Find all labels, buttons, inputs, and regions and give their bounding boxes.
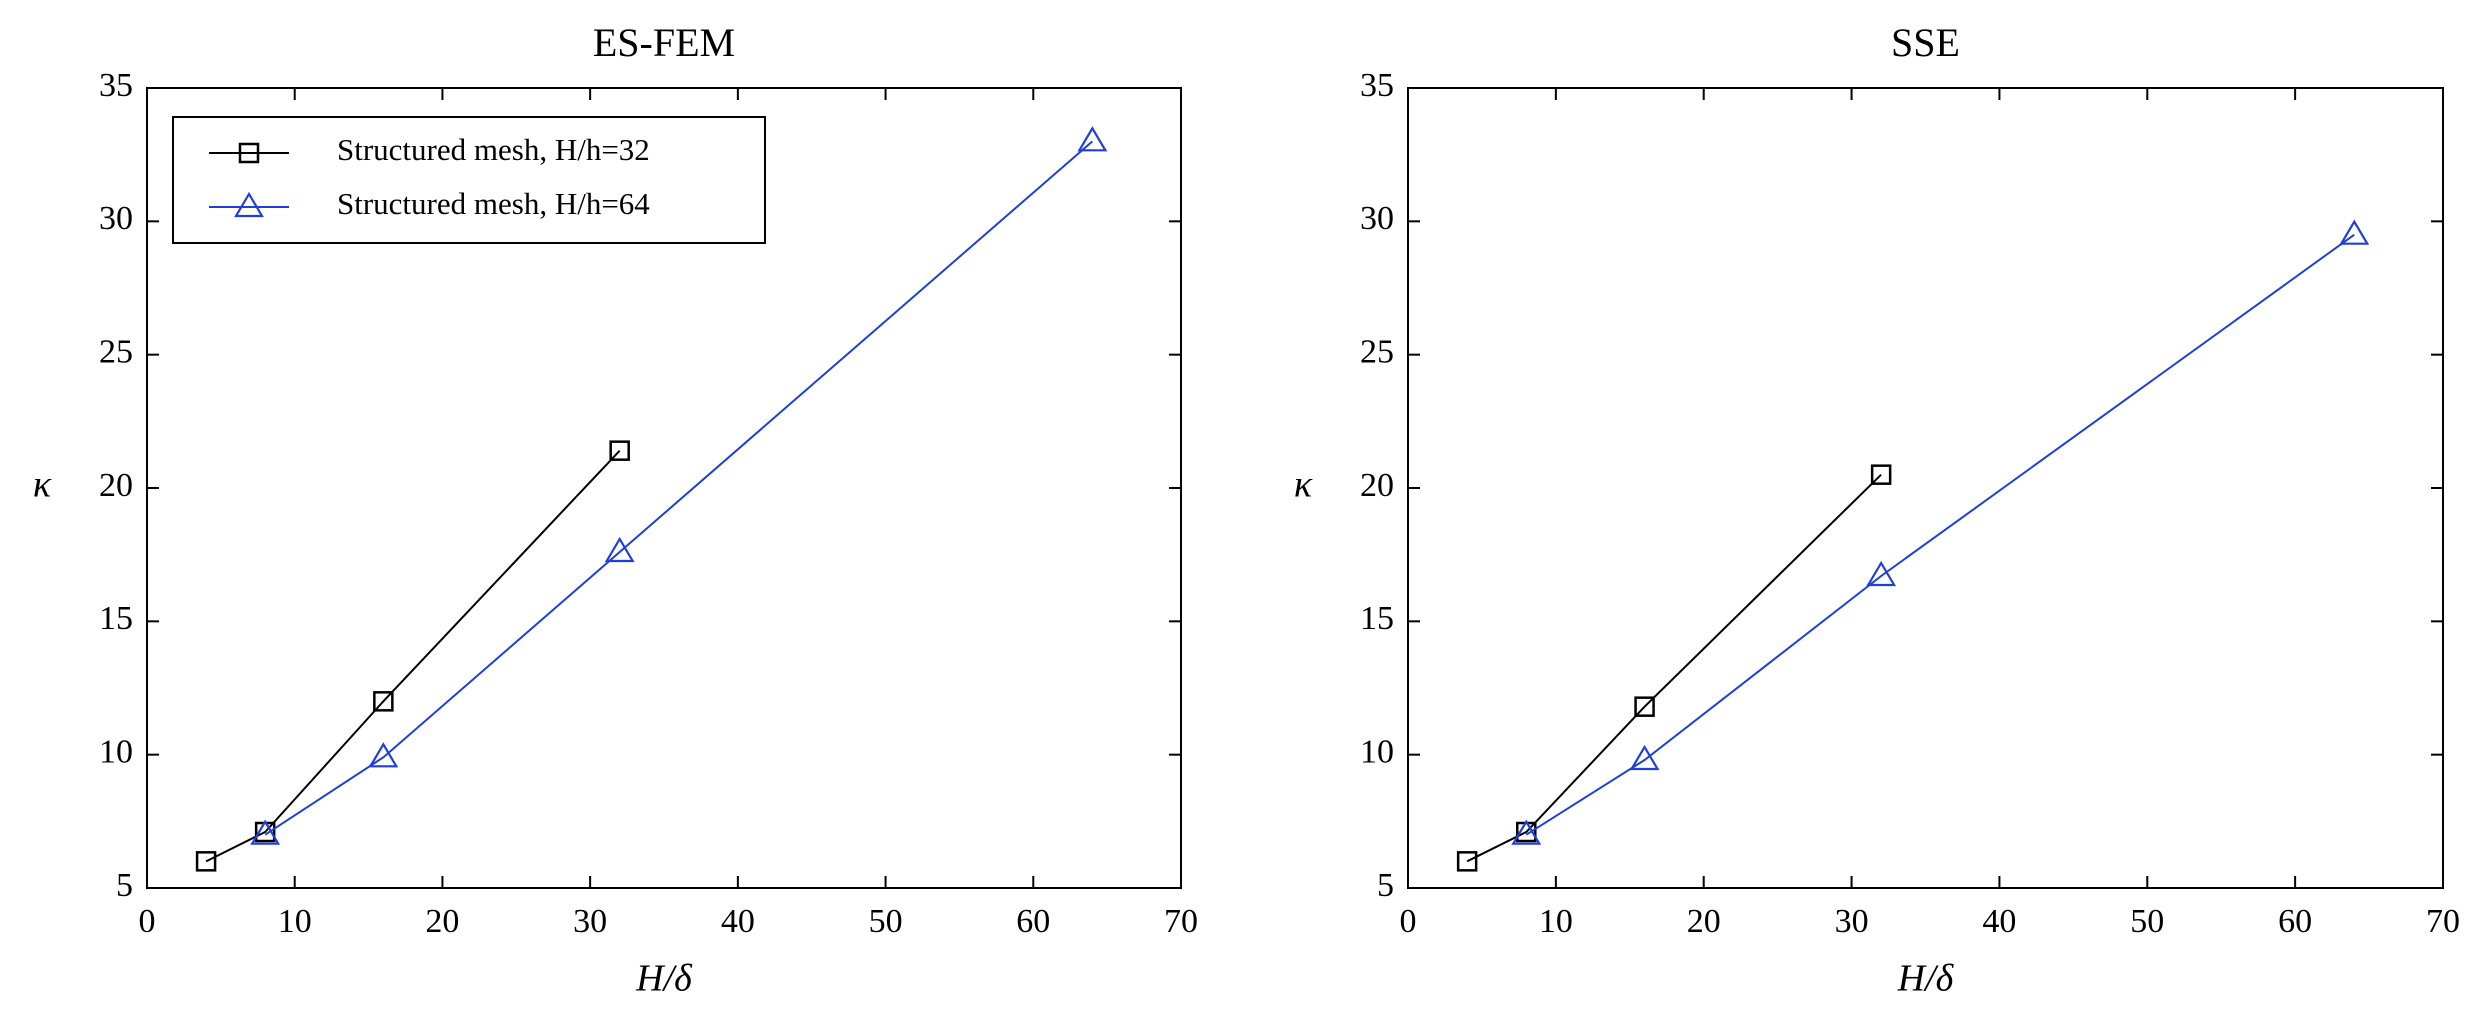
legend-box: [172, 116, 766, 244]
y-tick-label: 30: [99, 200, 133, 237]
y-tick-label: 10: [1360, 733, 1394, 770]
y-tick-label: 30: [1360, 200, 1394, 237]
y-tick-label: 20: [1360, 467, 1394, 504]
x-tick-label: 30: [1835, 903, 1869, 940]
marker: [1634, 696, 1655, 717]
legend: Structured mesh, H/h=32 Structured mesh, …: [172, 116, 766, 244]
y-tick-label: 35: [1360, 67, 1394, 104]
marker: [368, 742, 399, 768]
marker: [1511, 819, 1542, 845]
marker: [1456, 851, 1478, 872]
x-axis-label: H/δ: [1897, 958, 1955, 1000]
y-tick-label: 5: [116, 867, 133, 904]
y-tick-label: 15: [1360, 600, 1394, 637]
x-tick-label: 0: [1400, 903, 1417, 940]
x-tick-label: 0: [139, 903, 156, 940]
y-tick-label: 5: [1377, 867, 1394, 904]
marker: [1077, 126, 1108, 152]
marker: [373, 691, 394, 712]
marker: [195, 851, 217, 872]
marker: [2339, 219, 2370, 245]
series-line: [205, 449, 621, 863]
series-line: [264, 140, 1094, 836]
y-axis-label: κ: [33, 464, 52, 506]
chart-title: ES-FEM: [593, 20, 735, 65]
chart-title: SSE: [1891, 20, 1960, 65]
series-line: [1525, 233, 2355, 836]
legend-marker: [238, 142, 260, 164]
x-tick-label: 70: [2426, 903, 2460, 940]
axes-box: [1407, 87, 2444, 889]
y-tick-label: 35: [99, 67, 133, 104]
marker: [604, 536, 635, 563]
y-tick-label: 20: [99, 467, 133, 504]
x-tick-label: 60: [1016, 903, 1050, 940]
marker: [609, 440, 630, 461]
x-tick-label: 20: [1687, 903, 1721, 940]
x-tick-label: 20: [425, 903, 459, 940]
y-axis-label: κ: [1294, 464, 1313, 506]
x-axis-label: H/δ: [635, 958, 693, 1000]
x-tick-label: 70: [1164, 903, 1198, 940]
x-tick-label: 40: [721, 903, 755, 940]
y-tick-label: 10: [99, 733, 133, 770]
x-tick-label: 30: [573, 903, 607, 940]
marker: [1870, 464, 1892, 485]
legend-marker: [234, 191, 264, 218]
x-tick-label: 10: [278, 903, 312, 940]
x-tick-label: 50: [2130, 903, 2164, 940]
y-tick-label: 25: [1360, 333, 1394, 370]
x-tick-label: 40: [1982, 903, 2016, 940]
series-line: [1466, 473, 1882, 863]
x-tick-label: 50: [869, 903, 903, 940]
marker: [1866, 560, 1897, 587]
x-tick-label: 60: [2278, 903, 2312, 940]
marker: [1629, 744, 1660, 771]
legend-label: Structured mesh, H/h=64: [337, 186, 650, 221]
y-tick-label: 15: [99, 600, 133, 637]
y-tick-label: 25: [99, 333, 133, 370]
marker: [250, 819, 281, 845]
legend-label: Structured mesh, H/h=32: [337, 132, 650, 167]
x-tick-label: 10: [1539, 903, 1573, 940]
